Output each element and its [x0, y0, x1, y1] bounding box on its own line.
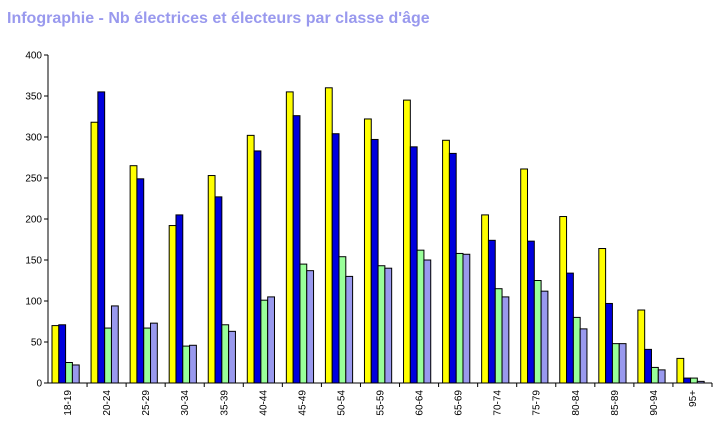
bar-65-69-series-3	[455, 252, 464, 384]
bar-20-24-series-4	[110, 305, 119, 384]
x-tick-label: 85-89	[610, 390, 621, 416]
y-tick-label: 300	[25, 133, 42, 144]
bar-45-49-series-4	[306, 270, 315, 384]
bar-35-39-series-3	[221, 324, 230, 384]
bar-55-59-series-1	[363, 118, 372, 384]
bar-25-29-series-1	[129, 165, 138, 384]
x-axis: 18-19 20-24 25-29 30-34 35-39 40-44 45-49 50-54…	[48, 382, 713, 416]
x-tick-label: 65-69	[454, 390, 465, 416]
bar-35-39-series-1	[207, 175, 216, 384]
bar-45-49-series-1	[285, 91, 294, 384]
bar-70-74-series-2	[487, 239, 496, 384]
y-tick-label: 200	[25, 215, 42, 226]
bar-70-74-series-3	[494, 288, 503, 384]
bar-55-59-series-2	[370, 138, 379, 384]
bar-65-69-series-2	[448, 152, 457, 384]
bar-35-39-series-2	[214, 196, 223, 384]
y-tick-label: 350	[25, 92, 42, 103]
bar-85-89-series-2	[605, 302, 613, 384]
bar-80-84-series-2	[566, 272, 574, 384]
x-tick-label: 20-24	[102, 390, 113, 416]
y-tick-label: 0	[36, 379, 42, 390]
y-tick-label: 400	[25, 51, 42, 62]
bar-65-69-series-1	[442, 139, 450, 384]
x-tick-label: 80-84	[571, 390, 582, 416]
bar-75-79-series-4	[540, 290, 549, 384]
x-tick-label: 45-49	[297, 390, 308, 416]
bar-95+-series-2	[683, 377, 692, 384]
bar-20-24-series-1	[90, 121, 99, 384]
bar-65-69-series-4	[462, 253, 471, 384]
bar-50-54-series-4	[345, 275, 354, 384]
bar-25-29-series-4	[150, 322, 158, 384]
bar-18-19-series-3	[65, 362, 73, 384]
x-tick-label: 75-79	[532, 390, 543, 416]
bar-18-19-series-1	[51, 325, 60, 384]
bar-55-59-series-3	[377, 265, 386, 384]
bar-95+-series-3	[690, 377, 698, 384]
bar-90-94-series-4	[657, 369, 666, 384]
bar-85-89-series-4	[618, 343, 627, 384]
x-tick-label: 35-39	[219, 390, 230, 416]
bar-85-89-series-3	[611, 343, 620, 384]
bar-75-79-series-1	[520, 168, 529, 384]
y-tick-label: 250	[25, 174, 42, 185]
bar-30-34-series-1	[168, 225, 177, 384]
x-tick-label: 18-19	[63, 390, 74, 416]
bar-95+-series-1	[676, 357, 685, 384]
bar-60-64-series-4	[423, 259, 432, 384]
bar-40-44-series-1	[246, 134, 255, 384]
bar-25-29-series-3	[143, 327, 152, 384]
x-tick-label: 55-59	[376, 390, 387, 416]
y-axis: 0 50 100 150 200 250 300 350 400	[25, 51, 49, 390]
bar-80-84-series-1	[559, 216, 568, 384]
bar-80-84-series-3	[572, 316, 581, 384]
bar-20-24-series-2	[97, 91, 106, 384]
bar-75-79-series-2	[527, 240, 535, 384]
bar-70-74-series-1	[481, 214, 489, 384]
bar-30-34-series-2	[175, 214, 184, 384]
bar-25-29-series-2	[136, 178, 145, 384]
bar-20-24-series-3	[104, 327, 112, 384]
y-tick-label: 150	[25, 256, 42, 267]
bar-35-39-series-4	[228, 330, 236, 384]
bar-40-44-series-4	[267, 296, 275, 384]
bar-40-44-series-2	[253, 150, 262, 384]
bars	[51, 87, 705, 384]
bar-60-64-series-3	[416, 249, 425, 384]
x-tick-label: 90-94	[649, 390, 660, 416]
bar-50-54-series-3	[338, 256, 347, 384]
bar-55-59-series-4	[384, 267, 393, 384]
bar-60-64-series-1	[403, 99, 411, 384]
bar-50-54-series-2	[331, 133, 340, 384]
bar-90-94-series-2	[644, 348, 652, 384]
x-tick-label: 60-64	[415, 390, 426, 416]
x-tick-label: 70-74	[493, 390, 504, 416]
bar-90-94-series-1	[637, 309, 646, 384]
bar-45-49-series-3	[299, 263, 308, 384]
bar-40-44-series-3	[260, 299, 269, 384]
x-tick-label: 95+	[688, 390, 699, 407]
bar-30-34-series-3	[182, 345, 191, 384]
bar-85-89-series-1	[598, 248, 607, 384]
chart-title: Infographie - Nb électrices et électeurs…	[7, 10, 430, 27]
bar-30-34-series-4	[189, 344, 197, 384]
x-tick-label: 25-29	[141, 390, 152, 416]
bar-45-49-series-2	[292, 115, 301, 384]
bar-75-79-series-3	[533, 280, 542, 384]
bar-18-19-series-4	[71, 364, 80, 384]
x-tick-label: 40-44	[258, 390, 269, 416]
bar-50-54-series-1	[324, 87, 333, 384]
x-tick-label: 30-34	[180, 390, 191, 416]
bar-90-94-series-3	[650, 366, 659, 384]
y-tick-label: 100	[25, 297, 42, 308]
bar-60-64-series-2	[409, 146, 418, 384]
bar-80-84-series-4	[579, 328, 588, 384]
y-tick-label: 50	[31, 338, 43, 349]
x-tick-label: 50-54	[336, 390, 347, 416]
bar-70-74-series-4	[501, 296, 510, 384]
bar-18-19-series-2	[58, 324, 67, 384]
